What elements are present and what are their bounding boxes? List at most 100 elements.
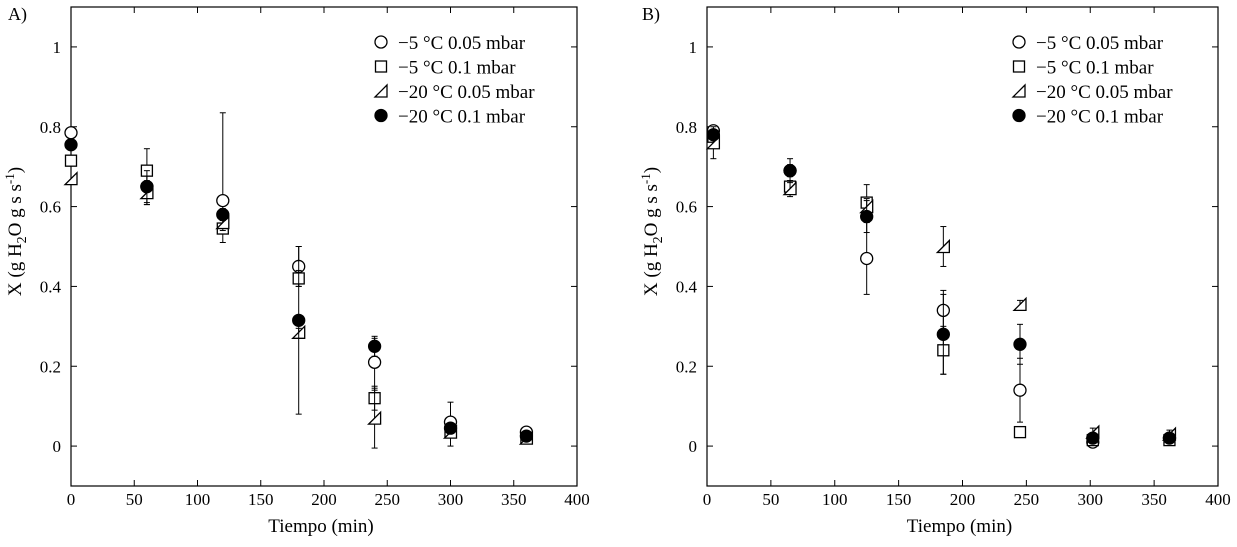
panel-label: A): [8, 4, 27, 25]
data-point: [64, 126, 78, 140]
y-tick-label: 0.6: [40, 198, 61, 217]
legend-label: −20 °C 0.05 mbar: [1036, 82, 1173, 103]
legend-marker: [373, 83, 388, 98]
y-tick-label: 0: [689, 437, 698, 456]
data-point: [216, 207, 230, 222]
legend-label: −20 °C 0.1 mbar: [1036, 107, 1164, 128]
data-point: [216, 193, 230, 208]
data-point: [63, 171, 78, 186]
data-point: [1162, 431, 1177, 445]
legend-marker: [1011, 83, 1026, 98]
y-axis-title-superscript: -1: [638, 173, 653, 184]
data-point: [860, 251, 874, 266]
x-tick-label: 0: [703, 490, 712, 509]
x-axis-title: Tiempo (min): [268, 516, 373, 537]
data-point: [936, 327, 950, 341]
x-tick-label: 250: [375, 490, 401, 509]
data-point: [292, 313, 306, 327]
x-tick-label: 50: [126, 490, 143, 509]
x-tick-label: 350: [501, 490, 527, 509]
data-point: [367, 355, 382, 369]
data-point: [860, 209, 874, 224]
data-point: [1086, 431, 1100, 445]
data-point: [1013, 425, 1027, 439]
legend-marker: [374, 35, 388, 49]
data-point: [519, 429, 534, 443]
data-point: [783, 164, 797, 178]
legend: −5 °C 0.05 mbar −5 °C 0.1 mbar −20 °C 0.05…: [1011, 33, 1173, 128]
y-axis-title-subscript: 2: [651, 236, 666, 243]
y-tick-label: 0.6: [676, 198, 697, 217]
data-point: [64, 154, 78, 167]
y-axis-title-text: O g s s: [5, 184, 26, 236]
series-4: [706, 128, 1177, 445]
data-point: [367, 339, 382, 353]
legend-label: −5 °C 0.1 mbar: [1036, 58, 1154, 79]
legend-marker: [1012, 35, 1026, 49]
data-point: [443, 421, 458, 435]
chart-panel-2: 0 50 100 150 200 250 300 350 400 0 0.2 0.4 0.6 0.8 1 Ti…: [638, 4, 1231, 537]
data-point: [367, 410, 382, 425]
x-tick-label: 200: [311, 490, 337, 509]
legend: −5 °C 0.05 mbar −5 °C 0.1 mbar −20 °C 0.05…: [373, 33, 535, 128]
legend-label: −5 °C 0.05 mbar: [1036, 33, 1164, 54]
data-point: [935, 238, 950, 254]
x-tick-label: 250: [1014, 490, 1040, 509]
series-4: [64, 138, 534, 443]
y-axis-title-text: O g s s: [641, 184, 662, 236]
x-tick-label: 350: [1141, 490, 1167, 509]
y-tick-label: 0.2: [676, 357, 697, 376]
x-tick-label: 300: [438, 490, 464, 509]
data-point: [1013, 383, 1027, 397]
legend-marker: [374, 60, 388, 73]
x-tick-label: 150: [248, 490, 274, 509]
data-point: [706, 128, 721, 142]
data-point: [1013, 337, 1027, 351]
legend-marker: [1012, 108, 1026, 123]
x-tick-label: 400: [564, 490, 590, 509]
series-1: [706, 124, 1177, 449]
y-axis-title-text: ): [5, 167, 26, 173]
data-point: [1012, 296, 1027, 312]
legend-label: −20 °C 0.1 mbar: [398, 107, 526, 128]
y-tick-label: 1: [53, 38, 62, 57]
x-tick-label: 200: [950, 490, 976, 509]
data-point: [64, 138, 78, 152]
y-axis-title-text: X (g H: [641, 243, 662, 296]
y-tick-label: 0: [53, 437, 62, 456]
y-axis-title-subscript: 2: [15, 236, 30, 243]
data-point: [140, 179, 154, 194]
x-tick-label: 400: [1205, 490, 1231, 509]
x-tick-label: 300: [1078, 490, 1104, 509]
x-tick-label: 150: [886, 490, 912, 509]
legend-label: −5 °C 0.05 mbar: [398, 33, 526, 54]
series-3: [705, 126, 1177, 441]
plot-frame: [706, 6, 1219, 487]
x-tick-label: 100: [822, 490, 848, 509]
x-tick-label: 50: [762, 490, 779, 509]
plot-frame: [70, 6, 578, 487]
series-2: [707, 130, 1176, 447]
y-tick-label: 1: [689, 38, 698, 57]
legend-label: −5 °C 0.1 mbar: [398, 58, 516, 79]
chart-panel-1: 0 50 100 150 200 250 300 350 400 0 0.2 0.4 0.6 0.8 1 Ti…: [2, 4, 590, 537]
y-axis-title-text: X (g H: [5, 243, 26, 296]
y-tick-label: 0.4: [40, 277, 62, 296]
legend-marker: [1012, 60, 1026, 73]
panel-label: B): [642, 4, 660, 25]
legend-marker: [374, 108, 388, 123]
y-tick-label: 0.8: [676, 118, 697, 137]
x-axis-title: Tiempo (min): [907, 516, 1012, 537]
y-axis-title-superscript: -1: [2, 173, 17, 184]
legend-label: −20 °C 0.05 mbar: [398, 82, 535, 103]
y-tick-label: 0.4: [676, 277, 698, 296]
x-tick-label: 100: [185, 490, 211, 509]
y-axis-title: X (g H2O g s s-1): [638, 167, 666, 296]
y-axis-title-text: ): [641, 167, 662, 173]
y-tick-label: 0.8: [40, 118, 61, 137]
y-axis-title: X (g H2O g s s-1): [2, 167, 30, 296]
data-point: [782, 181, 797, 196]
x-tick-label: 0: [67, 490, 76, 509]
y-tick-label: 0.2: [40, 357, 61, 376]
